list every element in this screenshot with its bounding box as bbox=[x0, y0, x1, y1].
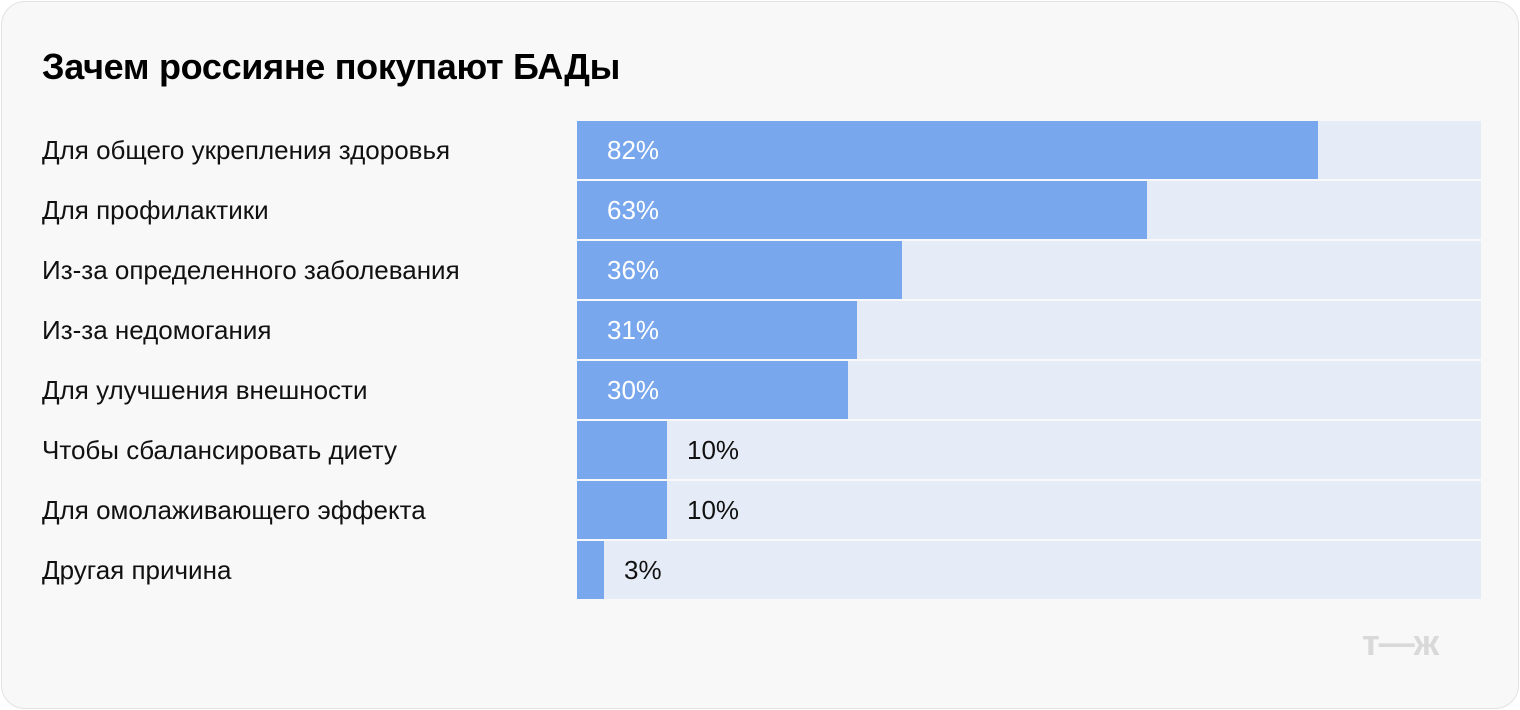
category-label: Из-за недомогания bbox=[42, 315, 272, 345]
category-label: Для общего укрепления здоровья bbox=[42, 135, 451, 165]
bar-track: 82% bbox=[577, 121, 1481, 179]
tj-logo: т—ж bbox=[1362, 622, 1439, 663]
bar-track: 10% bbox=[577, 421, 1481, 479]
bar-track: 10% bbox=[577, 481, 1481, 539]
value-label: 10% bbox=[687, 495, 740, 525]
category-label: Для улучшения внешности bbox=[42, 375, 368, 405]
bar-track: 36% bbox=[577, 241, 1481, 299]
category-label: Другая причина bbox=[42, 555, 232, 585]
category-label: Для омолаживающего эффекта bbox=[42, 495, 426, 525]
bar bbox=[577, 361, 848, 419]
value-label: 30% bbox=[607, 375, 660, 405]
bar bbox=[577, 421, 667, 479]
value-label: 63% bbox=[607, 195, 660, 225]
value-label: 36% bbox=[607, 255, 660, 285]
bar-track: 31% bbox=[577, 301, 1481, 359]
value-label: 31% bbox=[607, 315, 660, 345]
bar bbox=[577, 181, 1147, 239]
value-label: 82% bbox=[607, 135, 660, 165]
bar bbox=[577, 541, 604, 599]
chart-title: Зачем россияне покупают БАДы bbox=[42, 46, 621, 87]
bar-track: 63% bbox=[577, 181, 1481, 239]
bar bbox=[577, 481, 667, 539]
bar bbox=[577, 301, 857, 359]
bar bbox=[577, 241, 902, 299]
category-label: Для профилактики bbox=[42, 195, 269, 225]
bar-track: 3% bbox=[577, 541, 1481, 599]
value-label: 10% bbox=[687, 435, 740, 465]
category-label: Чтобы сбалансировать диету bbox=[42, 435, 397, 465]
category-label: Из-за определенного заболевания bbox=[42, 255, 460, 285]
value-label: 3% bbox=[624, 555, 662, 585]
bar-track: 30% bbox=[577, 361, 1481, 419]
bar bbox=[577, 121, 1318, 179]
